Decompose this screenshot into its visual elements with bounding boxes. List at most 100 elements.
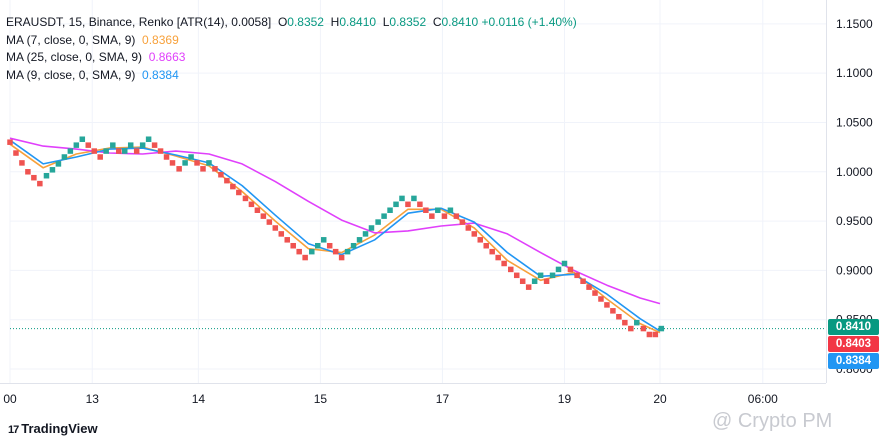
ohlc-low: L0.8352 (382, 15, 427, 29)
renko-brick (278, 231, 285, 237)
ma7-price-tag: 0.8403 (828, 336, 879, 352)
x-tick-label: 17 (436, 392, 450, 406)
renko-brick (610, 308, 616, 314)
x-tick-label: 19 (558, 392, 572, 406)
renko-brick (387, 207, 393, 213)
renko-brick (7, 139, 13, 145)
indicator-ma7[interactable]: MA (7, close, 0, SMA, 9) 0.8369 (6, 32, 577, 50)
renko-brick (200, 166, 206, 172)
renko-brick (489, 248, 495, 255)
renko-brick (441, 213, 448, 219)
renko-brick (495, 254, 501, 261)
renko-brick (356, 237, 363, 243)
renko-brick (212, 166, 218, 172)
renko-brick (320, 237, 327, 243)
symbol-title: ERAUSDT, 15, Binance, Renko [ATR(14), 0.… (6, 15, 272, 29)
y-tick-label: 0.9000 (836, 263, 873, 277)
ohlc-open: O0.8352 (277, 15, 324, 29)
renko-brick (218, 171, 224, 178)
indicator-label: MA (25, close, 0, SMA, 9) (6, 50, 143, 64)
renko-brick (580, 278, 586, 284)
renko-brick (501, 260, 507, 267)
renko-brick (640, 325, 647, 332)
renko-brick (399, 195, 405, 202)
renko-brick (628, 325, 634, 332)
renko-brick (459, 219, 466, 225)
ohlc-close: C0.8410 (432, 15, 479, 29)
renko-brick (453, 213, 460, 219)
y-tick-label: 1.1000 (836, 66, 873, 80)
renko-brick (549, 272, 556, 279)
renko-brick (194, 160, 200, 166)
renko-brick (586, 284, 592, 290)
tradingview-brand: TradingView (21, 421, 98, 436)
renko-brick (296, 248, 302, 255)
tradingview-logo[interactable]: 17 TradingView (8, 421, 98, 436)
renko-brick (375, 219, 381, 225)
renko-brick (91, 148, 97, 154)
tradingview-logo-icon: 17 (8, 424, 19, 436)
x-tick-label: 15 (314, 392, 328, 406)
renko-brick (121, 148, 128, 154)
renko-brick (55, 161, 62, 167)
indicator-ma25[interactable]: MA (25, close, 0, SMA, 9) 0.8663 (6, 49, 577, 67)
chart-legend: ERAUSDT, 15, Binance, Renko [ATR(14), 0.… (6, 14, 577, 84)
renko-brick (302, 254, 308, 261)
renko-brick (19, 160, 25, 166)
renko-brick (260, 213, 267, 219)
ma-series-line (9, 139, 661, 332)
renko-brick (188, 154, 194, 160)
renko-brick (658, 325, 665, 332)
indicator-value: 0.8663 (148, 50, 186, 64)
renko-brick (110, 142, 116, 148)
renko-brick (393, 201, 399, 208)
renko-brick (49, 167, 56, 173)
indicator-label: MA (9, close, 0, SMA, 9) (6, 67, 136, 82)
renko-brick (616, 313, 622, 320)
renko-brick (79, 136, 86, 142)
ma9-price-tag: 0.8384 (828, 353, 879, 369)
renko-brick (163, 154, 170, 160)
renko-brick (290, 242, 296, 249)
y-tick-label: 1.0500 (836, 115, 873, 129)
y-tick-label: 0.9500 (836, 214, 873, 228)
y-tick-label: 1.0000 (836, 165, 873, 179)
renko-brick (133, 148, 140, 154)
renko-brick (423, 207, 429, 213)
renko-brick (574, 272, 580, 279)
ohlc-high: H0.8410 (330, 15, 377, 29)
renko-brick (592, 290, 598, 296)
renko-brick (477, 237, 484, 243)
renko-brick (284, 237, 290, 243)
renko-brick (145, 136, 152, 142)
renko-brick (447, 207, 454, 213)
renko-brick (646, 331, 653, 338)
renko-brick (61, 154, 68, 160)
renko-brick (309, 248, 315, 255)
renko-brick (242, 195, 249, 202)
indicator-value: 0.8384 (142, 67, 179, 82)
renko-brick (429, 213, 435, 219)
renko-brick (471, 231, 478, 237)
x-tick-label: 14 (192, 392, 206, 406)
renko-brick (381, 213, 387, 219)
renko-brick (543, 278, 550, 284)
renko-brick (519, 278, 526, 284)
renko-brick (483, 242, 489, 249)
renko-brick (622, 319, 628, 326)
renko-brick (344, 248, 351, 255)
renko-brick (266, 219, 273, 225)
indicator-ma9[interactable]: MA (9, close, 0, SMA, 9) 0.8384 (6, 67, 577, 85)
renko-brick (326, 242, 333, 249)
renko-brick (411, 195, 417, 202)
y-tick-label: 1.1500 (836, 17, 873, 31)
x-tick-label: 00 (3, 392, 17, 406)
renko-brick (368, 225, 375, 231)
indicator-value: 0.8369 (142, 32, 179, 47)
renko-brick (182, 160, 188, 166)
renko-brick (435, 207, 441, 213)
x-tick-label: 06:00 (748, 392, 778, 406)
renko-brick (315, 242, 321, 249)
renko-brick (151, 142, 158, 148)
